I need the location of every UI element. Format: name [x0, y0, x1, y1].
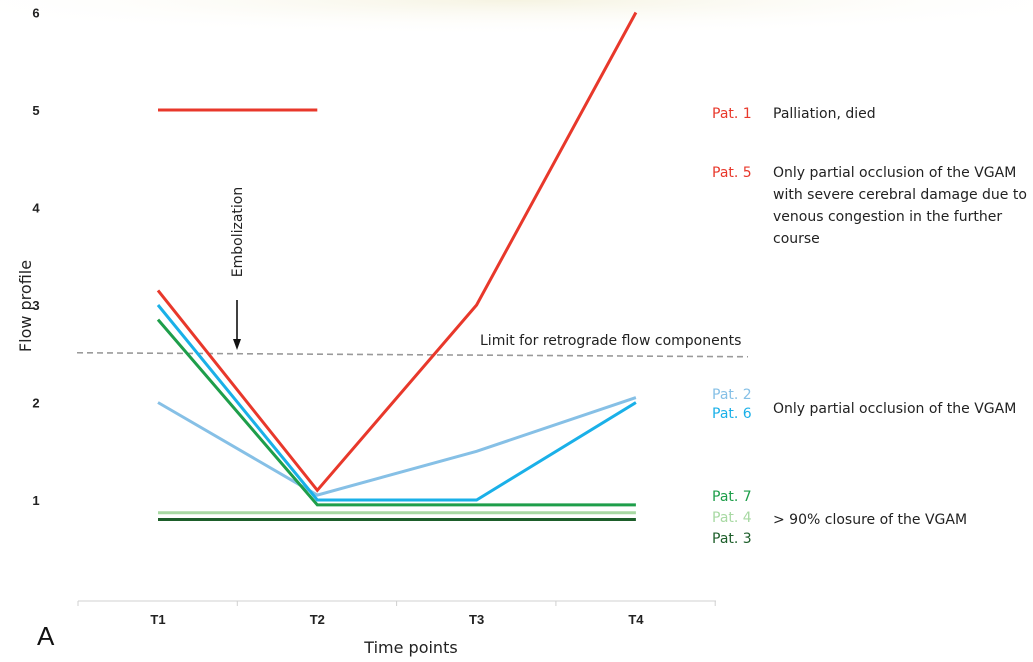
x-tick-label-t1: T1: [150, 612, 165, 627]
top-glow: [0, 0, 1033, 60]
embolization-arrow-head: [233, 339, 241, 350]
x-tick-label-t4: T4: [628, 612, 644, 627]
outcome-note-line: Only partial occlusion of the VGAM: [773, 165, 1016, 181]
x-axis-title: Time points: [363, 638, 457, 657]
patient-label-pat-6: Pat. 6: [712, 406, 752, 422]
embolization-annotation: Embolization: [230, 187, 246, 350]
y-tick-label-5: 5: [32, 103, 39, 118]
outcome-note-line: > 90% closure of the VGAM: [773, 512, 967, 528]
y-tick-label-1: 1: [32, 493, 39, 508]
threshold-label: Limit for retrograde flow components: [480, 333, 741, 349]
series-line-pat-7: [156, 318, 636, 507]
patient-label-pat-4: Pat. 4: [712, 510, 752, 526]
y-tick-label-4: 4: [32, 201, 40, 216]
axes: T1 T2 T3 T4 1 2 3 4 5 6 Time points Flow profile A: [16, 6, 716, 657]
patient-label-pat-5: Pat. 5: [712, 165, 752, 181]
threshold-line: [76, 351, 749, 358]
outcome-note-line: Palliation, died: [773, 106, 876, 122]
series-line-pat-5: [156, 11, 638, 493]
series-line-pat-2: [157, 396, 637, 497]
x-tick-label-t3: T3: [469, 612, 484, 627]
patient-label-pat-1: Pat. 1: [712, 106, 752, 122]
y-tick-label-6: 6: [32, 6, 39, 21]
chart-background: [0, 0, 1033, 60]
outcome-note-line: venous congestion in the further: [773, 209, 1002, 225]
x-tick-label-t2: T2: [310, 612, 325, 627]
patient-label-pat-2: Pat. 2: [712, 387, 752, 403]
panel-label: A: [37, 621, 55, 651]
series-lines: [156, 11, 638, 521]
outcome-note-line: course: [773, 231, 820, 247]
patient-label-pat-7: Pat. 7: [712, 489, 752, 505]
y-tick-label-2: 2: [32, 396, 39, 411]
y-tick-label-3: 3: [32, 298, 39, 313]
y-axis-title: Flow profile: [16, 260, 35, 352]
patient-legend: Pat. 1 Pat. 5 Pat. 2 Pat. 6 Pat. 7 Pat. 4 Pat.…: [712, 106, 1027, 547]
series-line-pat-6: [156, 304, 637, 502]
outcome-note-line: Only partial occlusion of the VGAM: [773, 401, 1016, 417]
outcome-note-line: with severe cerebral damage due to: [773, 187, 1027, 203]
patient-label-pat-3: Pat. 3: [712, 531, 752, 547]
embolization-label: Embolization: [230, 187, 246, 277]
